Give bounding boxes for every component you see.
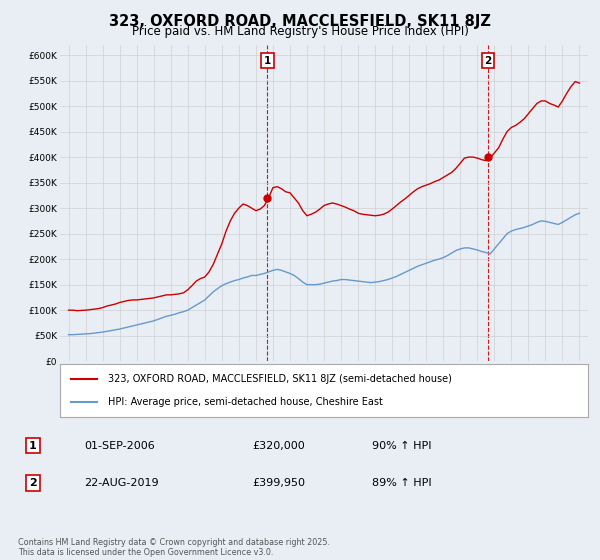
Text: Price paid vs. HM Land Registry's House Price Index (HPI): Price paid vs. HM Land Registry's House …	[131, 25, 469, 38]
Text: 1: 1	[29, 441, 37, 451]
Text: £399,950: £399,950	[252, 478, 305, 488]
Text: 90% ↑ HPI: 90% ↑ HPI	[372, 441, 431, 451]
Text: 1: 1	[263, 56, 271, 66]
Text: 01-SEP-2006: 01-SEP-2006	[84, 441, 155, 451]
Text: £320,000: £320,000	[252, 441, 305, 451]
Text: 2: 2	[485, 56, 492, 66]
Text: 323, OXFORD ROAD, MACCLESFIELD, SK11 8JZ: 323, OXFORD ROAD, MACCLESFIELD, SK11 8JZ	[109, 14, 491, 29]
Text: 323, OXFORD ROAD, MACCLESFIELD, SK11 8JZ (semi-detached house): 323, OXFORD ROAD, MACCLESFIELD, SK11 8JZ…	[107, 374, 451, 384]
Text: 22-AUG-2019: 22-AUG-2019	[84, 478, 158, 488]
Text: 2: 2	[29, 478, 37, 488]
Text: Contains HM Land Registry data © Crown copyright and database right 2025.
This d: Contains HM Land Registry data © Crown c…	[18, 538, 330, 557]
Text: 89% ↑ HPI: 89% ↑ HPI	[372, 478, 431, 488]
Text: HPI: Average price, semi-detached house, Cheshire East: HPI: Average price, semi-detached house,…	[107, 397, 382, 407]
